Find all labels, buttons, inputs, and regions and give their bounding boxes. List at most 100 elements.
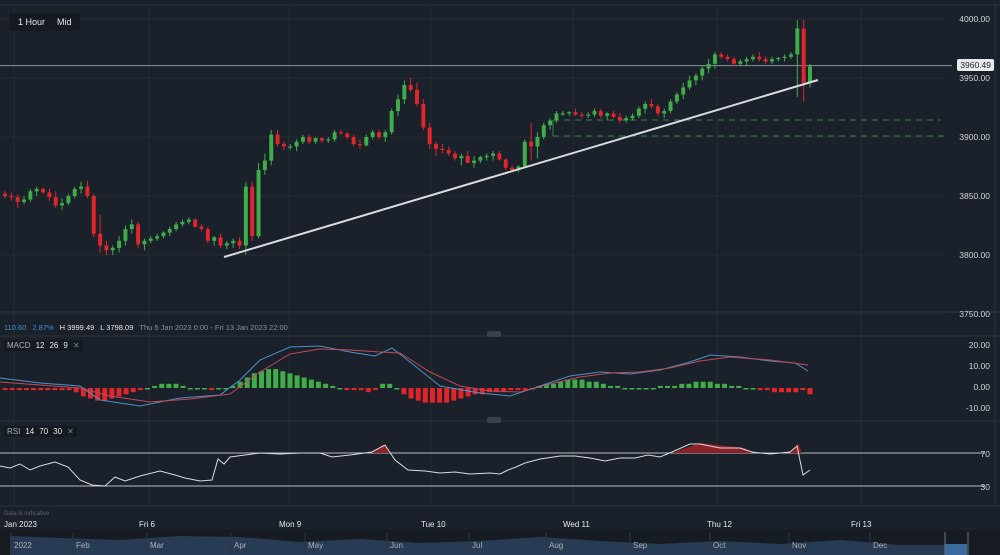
price-type-selector[interactable]: Mid	[57, 17, 72, 27]
macd-histogram-bar	[444, 388, 450, 403]
rsi-close-icon[interactable]: ✕	[67, 427, 74, 436]
candle-body	[421, 103, 426, 128]
macd-histogram-bar	[672, 385, 678, 388]
macd-close-icon[interactable]: ✕	[72, 341, 80, 350]
navigator-month-label: Sep	[633, 541, 648, 550]
candle-body	[801, 28, 806, 83]
macd-histogram-bar	[209, 388, 215, 391]
macd-histogram-bar	[686, 383, 692, 388]
candle-body	[478, 157, 483, 161]
macd-histogram-bar	[429, 388, 435, 403]
candle-body	[250, 186, 255, 237]
candle-body	[598, 111, 603, 116]
macd-histogram-bar	[166, 383, 172, 388]
candle-body	[434, 144, 438, 149]
low-value: L 3798.09	[100, 323, 134, 332]
macd-histogram-bar	[123, 388, 129, 395]
macd-histogram-bar	[273, 369, 279, 388]
macd-histogram-bar	[572, 379, 578, 388]
macd-histogram-bar	[66, 388, 72, 391]
candle-body	[212, 237, 217, 241]
price-tick-label: 3900.00	[959, 132, 990, 142]
macd-histogram-bar	[237, 381, 243, 388]
macd-histogram-bar	[451, 388, 457, 401]
macd-histogram-bar	[657, 385, 663, 388]
candle-body	[605, 113, 610, 116]
candle-body	[579, 114, 584, 116]
macd-histogram-bar	[2, 388, 8, 391]
candle-body	[180, 221, 185, 225]
pane-resize-handle-rsi[interactable]	[487, 417, 501, 423]
macd-histogram-bar	[622, 388, 628, 390]
macd-histogram-bar	[337, 388, 343, 390]
candle-body	[548, 120, 553, 126]
macd-histogram-bar	[764, 388, 770, 391]
macd-name: MACD	[7, 341, 31, 350]
candle-body	[573, 112, 578, 115]
candle-body	[288, 146, 293, 148]
navigator-month-label: Mar	[150, 541, 164, 550]
price-tick-label: 3800.00	[959, 250, 990, 260]
candle-body	[453, 153, 458, 159]
macd-histogram-bar	[80, 388, 86, 397]
macd-histogram-bar	[515, 388, 521, 391]
timeframe-selector[interactable]: 1 Hour	[18, 17, 46, 27]
candle-body	[199, 226, 204, 230]
rsi-overbought: 70	[39, 427, 49, 436]
rsi-oversold: 30	[53, 427, 63, 436]
macd-histogram-bar	[45, 388, 51, 391]
price-change-percent: 2.87%	[32, 323, 54, 332]
candle-body	[655, 106, 660, 114]
time-tick-label: Tue 10	[421, 520, 446, 529]
candle-body	[522, 141, 527, 167]
macd-histogram-bar	[251, 373, 257, 388]
trendline	[223, 79, 819, 258]
navigator-month-label: Apr	[234, 541, 247, 550]
macd-histogram-bar	[287, 373, 293, 388]
time-tick-label: Thu 12	[707, 520, 732, 529]
navigator-month-label: Nov	[792, 541, 807, 550]
macd-signal-line	[0, 348, 809, 403]
macd-histogram-bar	[779, 388, 784, 393]
candle-body	[243, 186, 248, 246]
candle-body	[3, 193, 7, 196]
navigator-month-label: May	[308, 541, 324, 550]
candle-body	[782, 56, 787, 58]
macd-histogram-bar	[180, 385, 186, 388]
pane-resize-handle-macd[interactable]	[487, 331, 501, 337]
candle-body	[712, 54, 717, 64]
macd-histogram-bar	[52, 388, 58, 391]
macd-histogram-bar	[244, 377, 250, 388]
macd-histogram-bar	[579, 379, 585, 388]
navigator-month-label: 2022	[14, 541, 32, 550]
macd-histogram-bar	[173, 383, 179, 388]
ohlc-info-bar: 110.60 2.87% H 3999.49 L 3798.09 Thu 5 J…	[4, 323, 288, 332]
macd-histogram-bar	[793, 388, 799, 393]
candle-body	[377, 132, 381, 137]
candle-body	[313, 138, 318, 142]
candle-body	[142, 240, 147, 245]
macd-histogram-bar	[116, 388, 122, 397]
candle-body	[47, 192, 52, 198]
macd-histogram-bar	[508, 388, 514, 391]
macd-histogram-bar	[600, 383, 606, 388]
candle-body	[503, 159, 508, 168]
candle-body	[174, 224, 179, 230]
macd-histogram-bar	[130, 388, 136, 393]
candle-body	[738, 61, 743, 64]
macd-histogram-bar	[372, 388, 378, 391]
macd-legend: MACD 12 26 9 ✕	[4, 340, 83, 351]
macd-histogram-bar	[201, 388, 207, 390]
macd-tick: -10.00	[965, 403, 990, 413]
macd-histogram-bar	[522, 388, 528, 391]
candle-body	[357, 144, 362, 146]
rsi-line	[0, 443, 811, 487]
high-value: H 3999.49	[59, 323, 95, 332]
macd-histogram-bar	[543, 383, 549, 388]
candle-body	[22, 199, 26, 202]
macd-tick: 10.00	[968, 361, 990, 371]
candle-body	[34, 188, 39, 192]
macd-histogram-bar	[558, 381, 564, 388]
